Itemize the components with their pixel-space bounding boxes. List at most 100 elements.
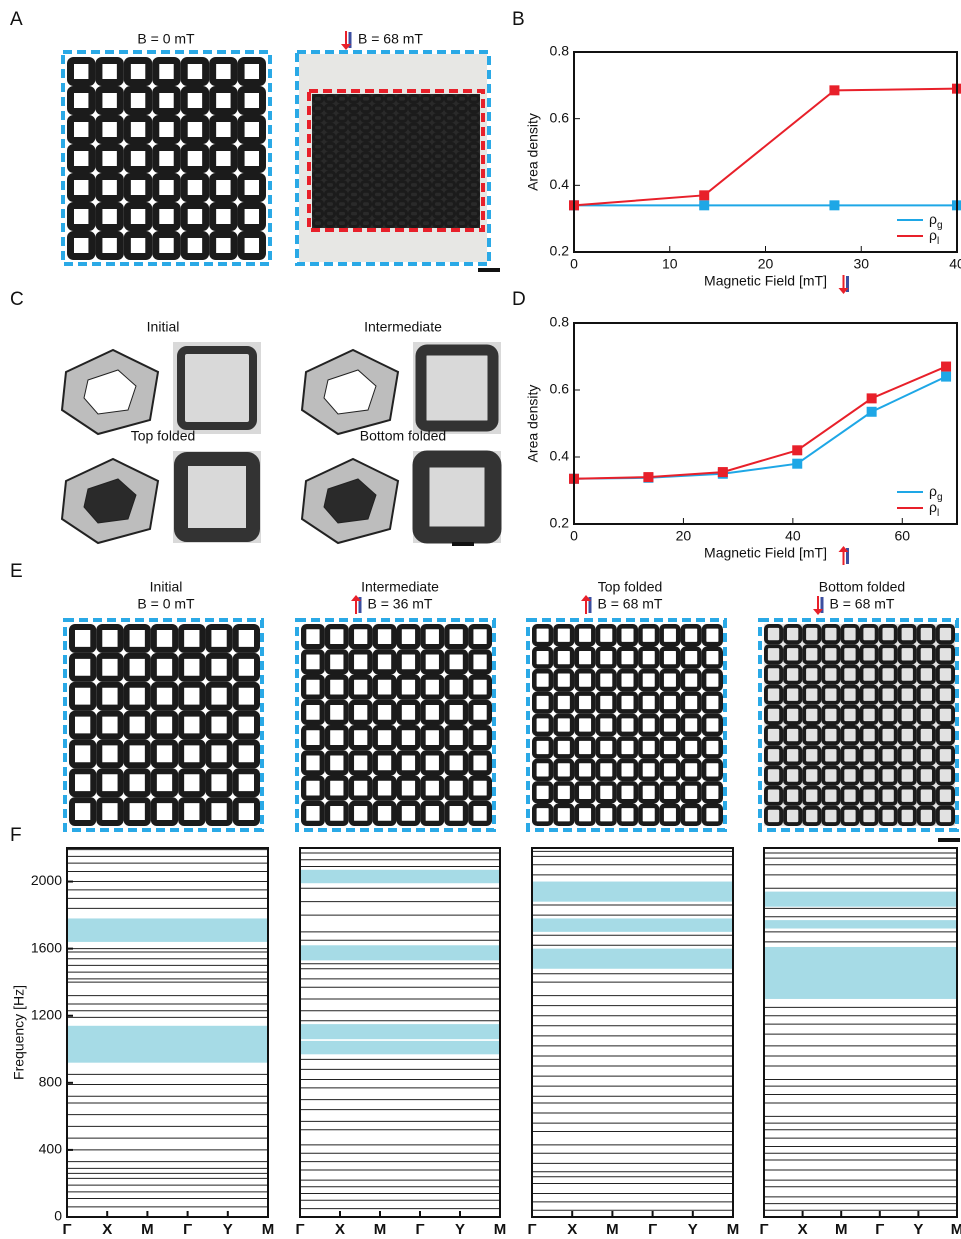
lattice-cell bbox=[444, 180, 456, 190]
lattice-cell bbox=[444, 103, 456, 114]
lattice-cell bbox=[348, 94, 360, 104]
lattice-cell bbox=[821, 785, 841, 806]
image-title: Top folded bbox=[598, 579, 663, 595]
lattice-cell bbox=[396, 180, 408, 190]
lattice-cell bbox=[916, 624, 936, 645]
lattice-cell bbox=[95, 173, 124, 202]
lattice-cell bbox=[935, 805, 955, 826]
image-title: B = 68 mT bbox=[598, 596, 663, 612]
x-tick-label: Y bbox=[455, 1221, 465, 1238]
x-tick-label: 30 bbox=[853, 256, 869, 272]
lattice-cell bbox=[468, 800, 492, 827]
lattice-cell bbox=[324, 180, 336, 190]
lattice-cell bbox=[444, 161, 456, 171]
lattice-cell bbox=[764, 785, 784, 806]
x-tick-label: M bbox=[141, 1221, 154, 1238]
lattice-cell bbox=[396, 122, 408, 133]
lattice-cell bbox=[468, 132, 480, 142]
lattice-cell bbox=[444, 800, 469, 827]
lattice-cell bbox=[336, 161, 348, 171]
lattice-cell bbox=[324, 775, 349, 801]
plot-frame bbox=[573, 322, 958, 525]
lattice-cell bbox=[595, 623, 617, 647]
band-gap bbox=[300, 945, 500, 961]
image-title: Initial bbox=[147, 319, 180, 335]
lattice-cell bbox=[336, 151, 348, 162]
lattice-cell bbox=[840, 684, 860, 705]
lattice-cell bbox=[616, 691, 639, 714]
lattice-cell bbox=[152, 144, 181, 173]
scale-bar bbox=[478, 268, 500, 272]
x-tick-label: X bbox=[798, 1221, 808, 1238]
lattice-cell bbox=[859, 725, 879, 746]
lattice-cell bbox=[783, 725, 803, 746]
dashed-frame bbox=[295, 618, 496, 832]
lattice-cell bbox=[178, 681, 206, 711]
lattice-cell bbox=[764, 684, 784, 705]
lattice-cell bbox=[821, 725, 841, 746]
lattice-cell bbox=[553, 781, 575, 804]
lattice-cell bbox=[69, 768, 97, 798]
lattice-cell bbox=[232, 652, 260, 682]
lattice-cell bbox=[324, 750, 349, 776]
lattice-cell bbox=[420, 674, 445, 700]
lattice-cell bbox=[420, 94, 432, 104]
lattice-cell bbox=[312, 113, 324, 123]
lattice-cell bbox=[312, 132, 324, 142]
lattice-cell bbox=[916, 704, 936, 725]
lattice-cell bbox=[935, 725, 955, 746]
lattice-cell bbox=[348, 750, 373, 776]
lattice-cell bbox=[152, 173, 181, 202]
lattice-cell bbox=[178, 624, 206, 653]
lattice-cell bbox=[764, 644, 784, 665]
lattice-cell bbox=[444, 122, 456, 133]
lattice-cell bbox=[300, 725, 325, 751]
x-tick-label: Γ bbox=[415, 1221, 424, 1238]
lattice-cell bbox=[372, 199, 384, 209]
band-gap bbox=[764, 920, 957, 929]
lattice-cell bbox=[237, 231, 266, 260]
lattice-cell bbox=[372, 624, 397, 650]
lattice-cell bbox=[468, 725, 492, 751]
lattice-cell bbox=[237, 57, 266, 86]
lattice-cell bbox=[897, 624, 917, 645]
plot-frame bbox=[763, 847, 958, 1218]
y-tick-label: 1600 bbox=[31, 939, 62, 955]
lattice-cell bbox=[312, 170, 324, 181]
lattice-cell bbox=[324, 103, 336, 114]
lattice-cell bbox=[859, 765, 879, 786]
lattice-cell bbox=[878, 664, 898, 685]
lattice-cell bbox=[372, 161, 384, 171]
unit-cell-frame bbox=[412, 450, 502, 544]
lattice-cell bbox=[123, 768, 151, 798]
lattice-cell bbox=[802, 664, 822, 685]
lattice-cell bbox=[396, 750, 421, 776]
lattice-cell bbox=[432, 141, 444, 152]
lattice-cell bbox=[180, 86, 210, 115]
x-tick-label: X bbox=[335, 1221, 345, 1238]
lattice-cell bbox=[444, 750, 469, 776]
lattice-cell bbox=[205, 681, 233, 711]
lattice-cell bbox=[396, 624, 421, 650]
lattice-cell bbox=[802, 725, 822, 746]
lattice-cell bbox=[205, 797, 233, 827]
lattice-cell bbox=[408, 94, 420, 104]
lattice-cell bbox=[802, 785, 822, 806]
band-gap bbox=[764, 891, 957, 907]
dashed-frame bbox=[295, 50, 491, 266]
lattice-cell bbox=[420, 141, 432, 152]
lattice-cell bbox=[897, 765, 917, 786]
lattice-cell bbox=[408, 141, 420, 152]
lattice-cell bbox=[859, 805, 879, 826]
lattice-cell bbox=[468, 674, 492, 700]
lattice-cell bbox=[935, 785, 955, 806]
lattice-cell bbox=[444, 775, 469, 801]
lattice-cell bbox=[897, 704, 917, 725]
lattice-cell bbox=[553, 713, 575, 737]
x-tick-label: M bbox=[835, 1221, 848, 1238]
lattice-cell bbox=[432, 94, 444, 104]
lattice-cell bbox=[336, 218, 348, 229]
lattice-cell bbox=[878, 745, 898, 766]
lattice-cell bbox=[444, 649, 469, 675]
lattice-cell bbox=[348, 674, 373, 700]
